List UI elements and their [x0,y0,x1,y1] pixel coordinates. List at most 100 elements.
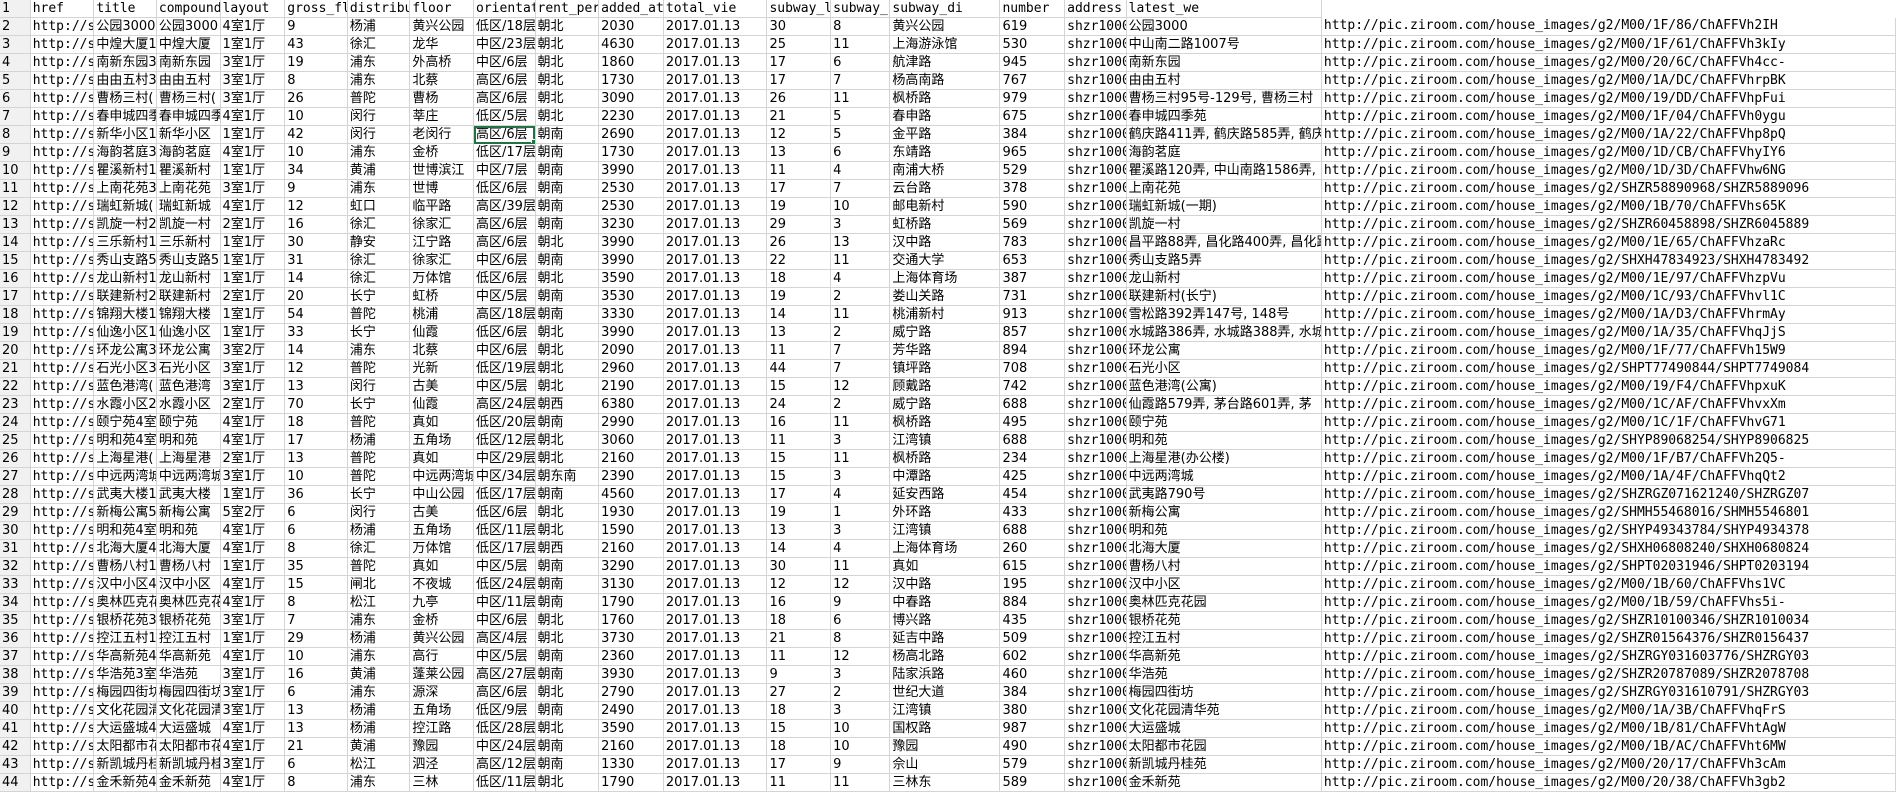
cell-orientati[interactable]: 中区/7层 [473,161,536,180]
cell-gross-flo[interactable]: 26 [284,89,348,108]
cell-orientati[interactable]: 低区/11层 [473,773,536,792]
cell-orientati[interactable]: 低区/6层 [473,179,536,198]
cell-href[interactable]: http://sh [30,251,95,270]
cell-number[interactable]: 378 [999,179,1066,198]
cell-address[interactable]: shzr1000C [1064,53,1127,72]
cell-extra[interactable]: http://pic.ziroom.com/house_images/g2/M0… [1321,269,1896,288]
cell-address[interactable]: shzr1000C [1064,143,1127,162]
cell-href[interactable]: http://sh [30,719,95,738]
cell-total-vie[interactable]: 2017.01.13 [663,449,768,468]
cell-added-at[interactable]: 2030 [598,17,664,36]
cell-latest-we[interactable]: 北海大厦 [1126,539,1322,558]
cell-latest-we[interactable]: 瞿溪路120弄, 中山南路1586弄, [1126,161,1322,180]
cell-compound[interactable]: 梅园四街坊 [156,683,221,702]
cell-href[interactable]: http://sh [30,323,95,342]
cell-subway-st[interactable]: 3 [830,467,891,486]
cell-distribut[interactable]: 浦东 [347,341,411,360]
cell-subway-di[interactable]: 杨高北路 [889,647,1001,666]
cell-gross-flo[interactable]: 21 [284,737,348,756]
cell-total-vie[interactable]: 2017.01.13 [663,269,768,288]
cell-title[interactable]: 仙逸小区1 [93,323,157,342]
cell-gross-flo[interactable]: 14 [284,269,348,288]
row-number[interactable]: 7 [0,107,31,126]
cell-number[interactable]: 688 [999,431,1066,450]
cell-subway-di[interactable]: 汉中路 [889,233,1001,252]
cell-latest-we[interactable]: 鹤庆路411弄, 鹤庆路585弄, 鹤庆 [1126,125,1322,144]
cell-added-at[interactable]: 4630 [598,35,664,54]
column-header-address[interactable]: address [1064,0,1127,18]
cell-extra[interactable]: http://pic.ziroom.com/house_images/g2/SH… [1321,359,1896,378]
cell-number[interactable]: 195 [999,575,1066,594]
cell-rent-per-[interactable]: 朝北 [535,233,600,252]
cell-total-vie[interactable]: 2017.01.13 [663,395,768,414]
cell-compound[interactable]: 龙山新村 [156,269,221,288]
cell-total-vie[interactable]: 2017.01.13 [663,431,768,450]
cell-floor[interactable]: 真如 [409,413,475,432]
cell-added-at[interactable]: 2190 [598,377,664,396]
cell-subway-di[interactable]: 外环路 [889,503,1001,522]
cell-added-at[interactable]: 1730 [598,71,664,90]
cell-number[interactable]: 602 [999,647,1066,666]
cell-number[interactable]: 234 [999,449,1066,468]
cell-added-at[interactable]: 2960 [598,359,664,378]
cell-extra[interactable]: http://pic.ziroom.com/house_images/g2/M0… [1321,143,1896,162]
cell-added-at[interactable]: 3090 [598,89,664,108]
cell-added-at[interactable]: 3290 [598,557,664,576]
cell-extra[interactable]: http://pic.ziroom.com/house_images/g2/SH… [1321,251,1896,270]
cell-compound[interactable]: 新华小区 [156,125,221,144]
cell-gross-flo[interactable]: 13 [284,377,348,396]
column-header-number[interactable]: number [999,0,1066,18]
cell-total-vie[interactable]: 2017.01.13 [663,611,768,630]
cell-number[interactable]: 767 [999,71,1066,90]
cell-subway-di[interactable]: 中春路 [889,593,1001,612]
cell-subway-li[interactable]: 30 [766,17,832,36]
cell-orientati[interactable]: 中区/34层 [473,467,536,486]
cell-subway-st[interactable]: 10 [830,737,891,756]
cell-subway-li[interactable]: 13 [766,143,832,162]
cell-title[interactable]: 三乐新村1 [93,233,157,252]
cell-compound[interactable]: 太阳都市花 [156,737,221,756]
cell-distribut[interactable]: 杨浦 [347,701,411,720]
cell-extra[interactable]: http://pic.ziroom.com/house_images/g2/M0… [1321,17,1896,36]
cell-subway-li[interactable]: 25 [766,35,832,54]
cell-latest-we[interactable]: 由由五村 [1126,71,1322,90]
cell-total-vie[interactable]: 2017.01.13 [663,341,768,360]
row-number[interactable]: 34 [0,593,31,612]
cell-layout[interactable]: 3室1厅 [220,755,286,774]
cell-address[interactable]: shzr1000C [1064,557,1127,576]
cell-number[interactable]: 569 [999,215,1066,234]
cell-gross-flo[interactable]: 19 [284,53,348,72]
cell-latest-we[interactable]: 太阳都市花园 [1126,737,1322,756]
cell-number[interactable]: 530 [999,35,1066,54]
cell-address[interactable]: shzr1000C [1064,233,1127,252]
cell-number[interactable]: 615 [999,557,1066,576]
cell-href[interactable]: http://sh [30,305,95,324]
cell-latest-we[interactable]: 水城路386弄, 水城路388弄, 水城 [1126,323,1322,342]
cell-title[interactable]: 曹杨八村1 [93,557,157,576]
cell-orientati[interactable]: 中区/5层 [473,647,536,666]
cell-subway-st[interactable]: 3 [830,431,891,450]
cell-added-at[interactable]: 6380 [598,395,664,414]
cell-total-vie[interactable]: 2017.01.13 [663,665,768,684]
cell-subway-st[interactable]: 12 [830,647,891,666]
cell-title[interactable]: 华高新苑4 [93,647,157,666]
cell-href[interactable]: http://sh [30,161,95,180]
cell-subway-li[interactable]: 9 [766,665,832,684]
cell-subway-di[interactable]: 延安西路 [889,485,1001,504]
cell-orientati[interactable]: 高区/39层 [473,197,536,216]
cell-floor[interactable]: 徐家汇 [409,215,475,234]
cell-compound[interactable]: 新梅公寓 [156,503,221,522]
cell-added-at[interactable]: 3060 [598,431,664,450]
cell-compound[interactable]: 秀山支路5 [156,251,221,270]
cell-gross-flo[interactable]: 34 [284,161,348,180]
cell-title[interactable]: 梅园四街坊 [93,683,157,702]
cell-added-at[interactable]: 3130 [598,575,664,594]
cell-href[interactable]: http://sh [30,629,95,648]
cell-rent-per-[interactable]: 朝北 [535,719,600,738]
cell-layout[interactable]: 3室1厅 [220,89,286,108]
cell-gross-flo[interactable]: 12 [284,197,348,216]
cell-orientati[interactable]: 高区/12层 [473,755,536,774]
cell-total-vie[interactable]: 2017.01.13 [663,179,768,198]
row-number[interactable]: 17 [0,287,31,306]
cell-extra[interactable]: http://pic.ziroom.com/house_images/g2/M0… [1321,107,1896,126]
